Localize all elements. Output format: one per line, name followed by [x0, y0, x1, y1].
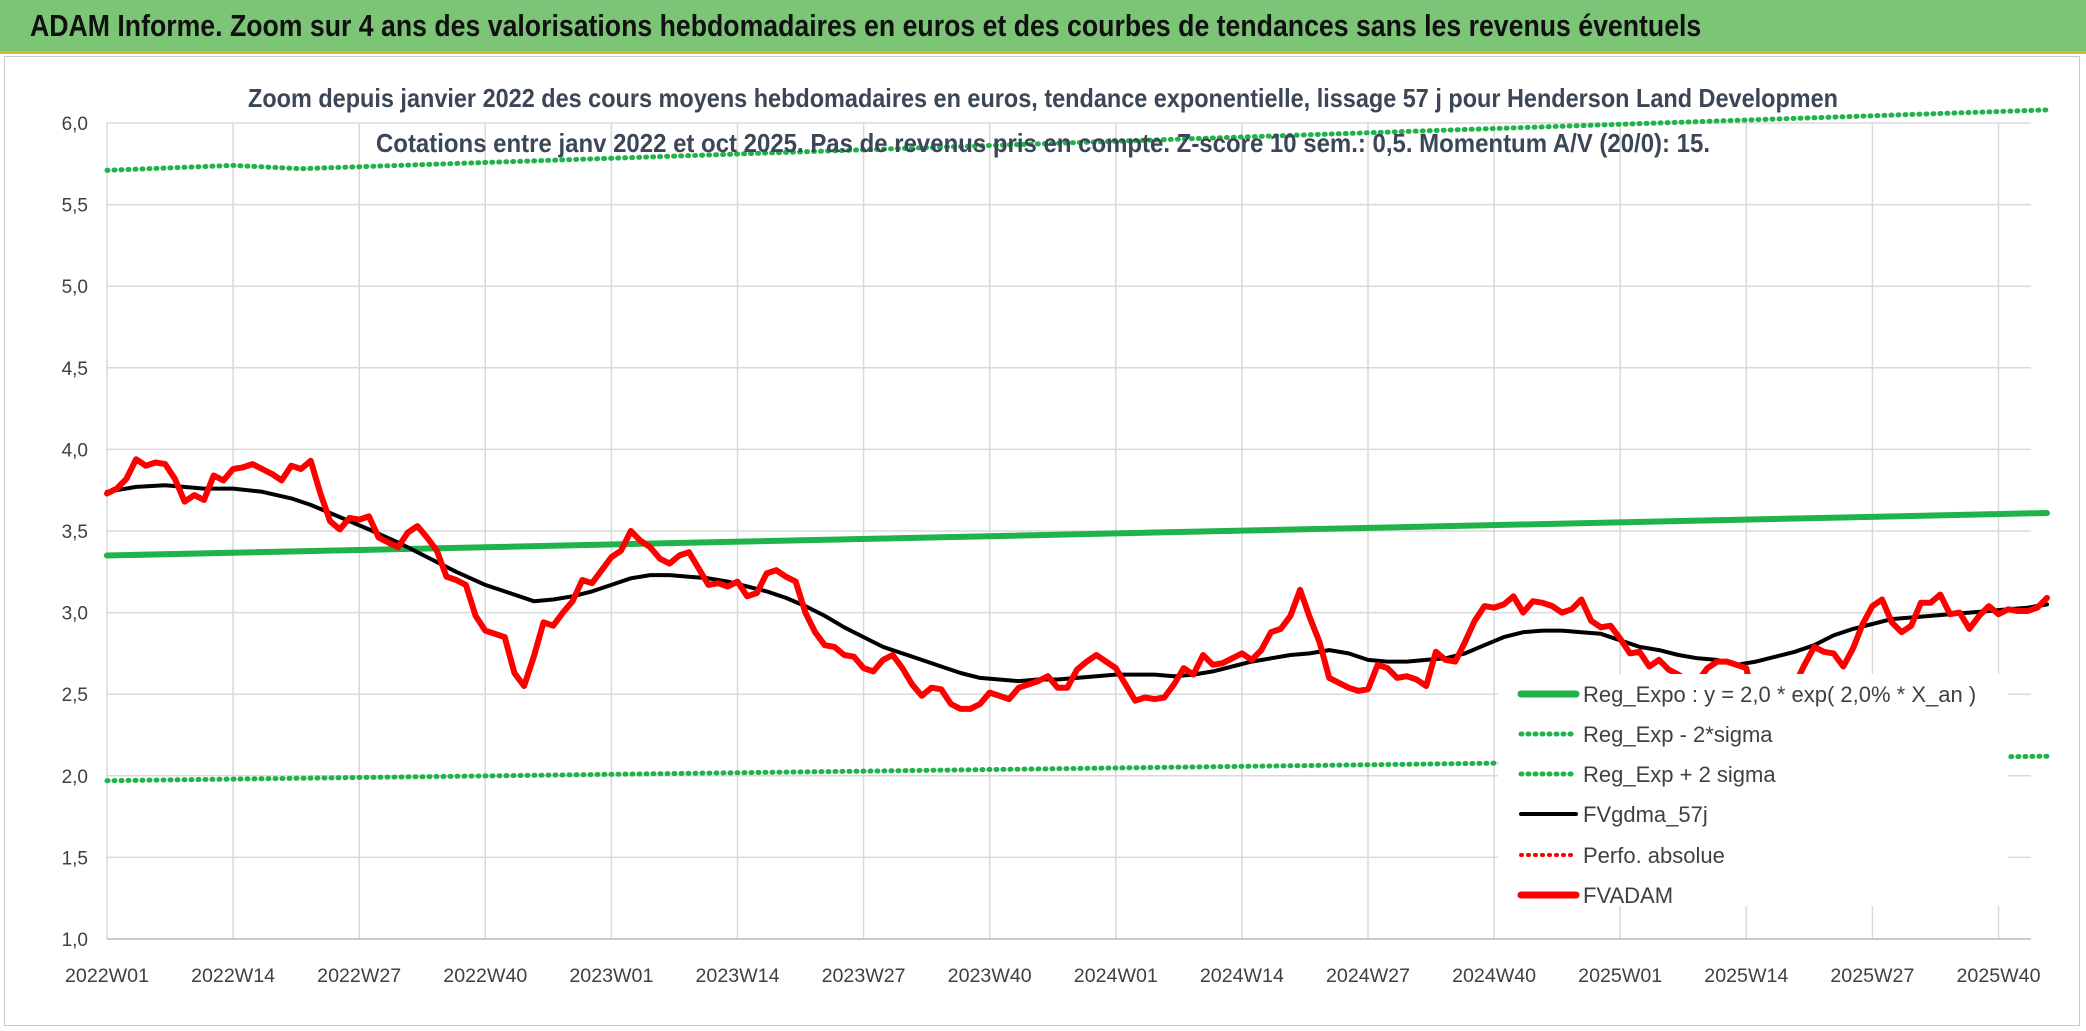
y-tick-label: 4,5: [62, 359, 88, 380]
x-tick-label: 2023W27: [822, 966, 906, 987]
x-tick-label: 2025W01: [1578, 966, 1662, 987]
y-tick-label: 2,0: [62, 767, 88, 788]
report-title: ADAM Informe. Zoom sur 4 ans des valoris…: [30, 8, 1702, 43]
y-tick-label: 3,0: [62, 604, 88, 625]
series-line-2: [104, 107, 2050, 173]
x-tick-label: 2022W01: [65, 966, 149, 987]
y-tick-label: 2,5: [62, 685, 88, 706]
x-axis-ticks: 2022W01 2022W14 2022W27 2022W40 2023W01 2023W…: [65, 966, 2041, 987]
y-tick-label: 3,5: [62, 522, 88, 543]
legend: Reg_Expo : y = 2,0 * exp( 2,0% * X_an ) R…: [1517, 682, 1976, 908]
x-tick-label: 2025W40: [1957, 966, 2041, 987]
y-tick-label: 5,0: [62, 277, 88, 298]
x-tick-label: 2023W01: [569, 966, 653, 987]
grid-lines: [106, 122, 2031, 940]
x-tick-label: 2023W40: [948, 966, 1032, 987]
x-tick-label: 2025W14: [1704, 966, 1788, 987]
legend-label-3: FVgdma_57j: [1583, 802, 1708, 827]
legend-label-2: Reg_Exp + 2 sigma: [1583, 762, 1776, 787]
x-tick-label: 2024W14: [1200, 966, 1284, 987]
y-axis-ticks: 1,0 1,5 2,0 2,5 3,0 3,5 4,0 4,5 5,0 5,5 6,0: [62, 114, 88, 951]
x-tick-label: 2024W27: [1326, 966, 1410, 987]
y-tick-label: 1,5: [62, 848, 88, 869]
series-line-0: [104, 510, 2050, 559]
y-tick-label: 5,5: [62, 196, 88, 217]
y-tick-label: 6,0: [62, 114, 88, 135]
chart-subtitle: Cotations entre janv 2022 et oct 2025. P…: [376, 128, 1710, 158]
x-tick-label: 2022W27: [317, 966, 401, 987]
report-banner: ADAM Informe. Zoom sur 4 ans des valoris…: [0, 0, 2086, 54]
legend-label-5: FVADAM: [1583, 883, 1673, 908]
x-tick-label: 2025W27: [1830, 966, 1914, 987]
x-tick-label: 2023W14: [696, 966, 780, 987]
x-tick-label: 2024W40: [1452, 966, 1536, 987]
x-tick-label: 2022W14: [191, 966, 275, 987]
x-tick-label: 2024W01: [1074, 966, 1158, 987]
chart-title: Zoom depuis janvier 2022 des cours moyen…: [248, 83, 1838, 113]
series-line-3: [105, 483, 2049, 684]
y-tick-label: 4,0: [62, 440, 88, 461]
legend-label-0: Reg_Expo : y = 2,0 * exp( 2,0% * X_an ): [1583, 682, 1976, 707]
series-line-5: [104, 456, 2050, 722]
chart-frame: [4, 56, 2080, 1026]
x-tick-label: 2022W40: [443, 966, 527, 987]
y-tick-label: 1,0: [62, 930, 88, 951]
legend-background: [1498, 674, 2008, 906]
legend-label-4: Perfo. absolue: [1583, 843, 1725, 868]
legend-label-1: Reg_Exp - 2*sigma: [1583, 722, 1773, 747]
